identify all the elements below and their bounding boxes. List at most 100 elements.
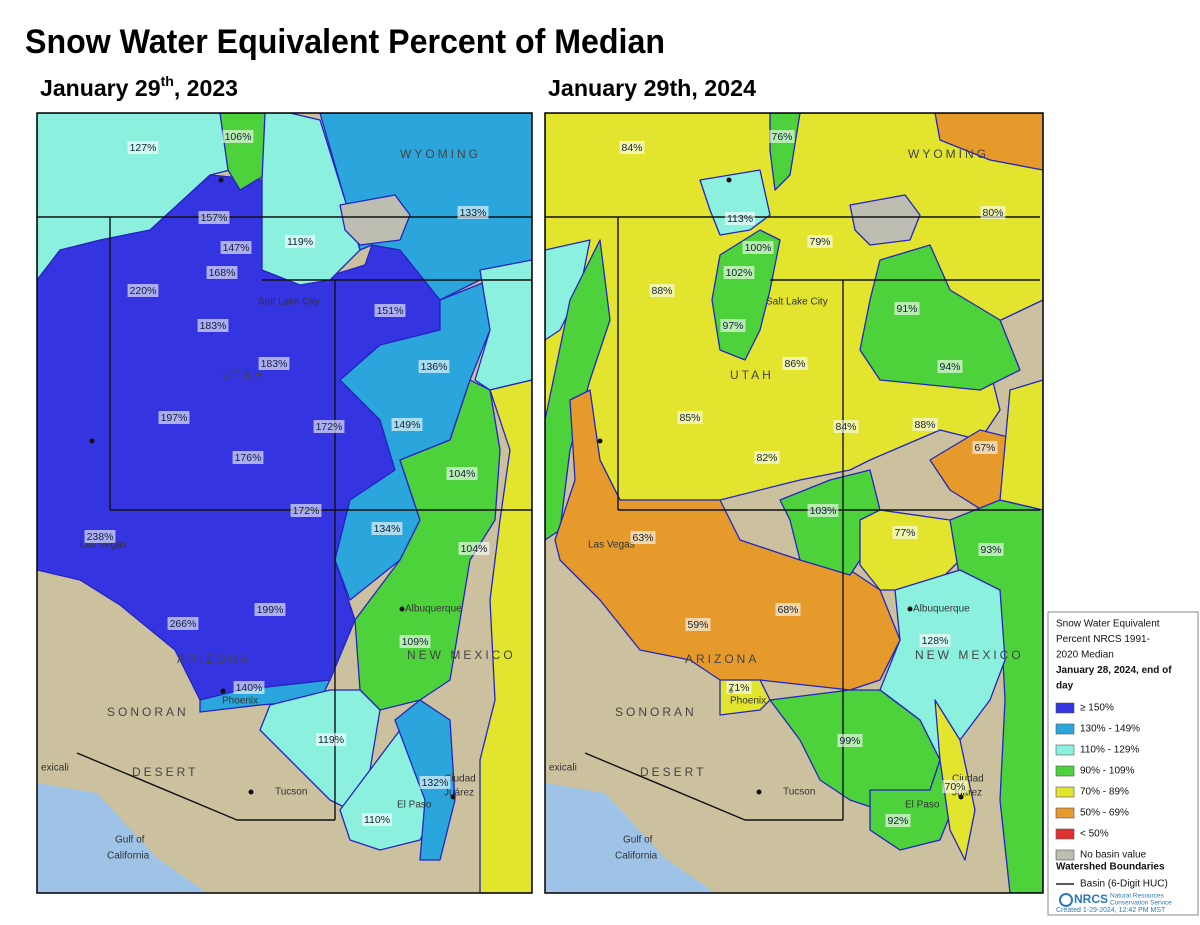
basin-label-bg (84, 530, 116, 543)
legend-swatch (1055, 828, 1075, 840)
place-label: DESERT (132, 765, 198, 779)
basin-label-bg (198, 211, 230, 224)
place-label: Albuquerque (913, 604, 970, 615)
basin-label-bg (313, 420, 345, 433)
legend-swatch (1055, 765, 1075, 777)
legend-swatch (1055, 849, 1075, 861)
water (545, 783, 715, 893)
basin-label-bg (978, 543, 1004, 556)
city-dot (218, 177, 224, 183)
legend-title: January 28, 2024, end of (1056, 665, 1172, 676)
basin-label: 67% (974, 442, 995, 454)
basin-label: 80% (982, 207, 1003, 219)
basin-label-bg (374, 304, 406, 317)
basin-label-bg (894, 302, 920, 315)
logo-mark (1059, 893, 1073, 907)
map-panel: WYOMING Salt Lake City UTAH Las Vegas ARIZON… (545, 113, 1043, 893)
basin-area (354, 379, 501, 711)
basin-label-bg (942, 780, 968, 793)
basin-label: 140% (236, 682, 263, 694)
basin-label-bg (837, 734, 863, 747)
basin-label-bg (807, 235, 833, 248)
place-label: SONORAN (615, 705, 697, 719)
basin-label: 103% (810, 505, 837, 517)
legend-label: Basin (6-Digit HUC) (1080, 879, 1168, 890)
logo-subtext: Conservation Service (1110, 900, 1172, 907)
place-label: exicali (41, 763, 69, 774)
basin-label: 93% (980, 544, 1001, 556)
basin-label: 132% (422, 777, 449, 789)
heading-sup: th (161, 73, 174, 89)
city-dot (450, 794, 456, 800)
place-label: Juárez (444, 788, 474, 799)
basin-label: 84% (621, 142, 642, 154)
basin-label: 168% (209, 267, 236, 279)
basin-label: 266% (170, 618, 197, 630)
title: Snow Water Equivalent Percent of Median (25, 23, 665, 61)
legend-swatch (1055, 807, 1075, 819)
legend-swatch (1055, 744, 1075, 756)
basin-label: 238% (87, 531, 114, 543)
place-label: Tucson (783, 787, 815, 798)
basin-label: 151% (377, 305, 404, 317)
legend-swatch (1055, 786, 1075, 798)
created-note: Created 1-29-2024, 12:42 PM MST (1056, 907, 1166, 914)
basin-label-bg (619, 141, 645, 154)
place-label: Ciudad (444, 774, 476, 785)
basin-label-bg (726, 681, 752, 694)
legend-title: Percent NRCS 1991- (1056, 634, 1150, 645)
city-dot (399, 606, 405, 612)
basin-label-bg (807, 504, 839, 517)
place-label: UTAH (222, 368, 266, 382)
heading-main: January 29 (40, 75, 161, 101)
place-label: WYOMING (908, 147, 989, 161)
basin-label: 82% (756, 452, 777, 464)
state-border (76, 752, 238, 821)
water (37, 783, 207, 893)
basin-label-bg (419, 776, 451, 789)
basin-label-bg (127, 284, 159, 297)
basin-label: 100% (745, 242, 772, 254)
basin-label: 71% (728, 682, 749, 694)
basin-label-bg (418, 360, 450, 373)
place-label: NEW MEXICO (915, 648, 1024, 662)
basin-label-bg (980, 206, 1006, 219)
place-label: Salt Lake City (766, 297, 828, 308)
basin-label-bg (782, 357, 808, 370)
basin-label-bg (919, 634, 951, 647)
place-label: NEW MEXICO (407, 648, 516, 662)
basin-label-bg (258, 357, 290, 370)
basin-label: 136% (421, 361, 448, 373)
city-dot (958, 794, 964, 800)
basin-label: 134% (374, 523, 401, 535)
panel-heading: January 29th, 2023 (40, 73, 238, 101)
basin-label: 220% (130, 285, 157, 297)
basin-label-bg (833, 420, 859, 433)
logo-subtext: Natural Resources (1110, 893, 1165, 900)
legend-label: 90% - 109% (1080, 766, 1135, 777)
basin-label-bg (912, 418, 938, 431)
place-label: SONORAN (107, 705, 189, 719)
basin-label: 97% (722, 320, 743, 332)
basin-label-bg (972, 441, 998, 454)
place-label: Tucson (275, 787, 307, 798)
place-label: DESERT (640, 765, 706, 779)
basin-label: 94% (939, 361, 960, 373)
place-label: WYOMING (400, 147, 481, 161)
basin-label-bg (775, 603, 801, 616)
basin-label: 99% (839, 735, 860, 747)
basin-label: 149% (394, 419, 421, 431)
basin-label-bg (371, 522, 403, 535)
basin-label: 183% (261, 358, 288, 370)
place-label: exicali (549, 763, 577, 774)
basin-label: 128% (922, 635, 949, 647)
basin-label: 133% (460, 207, 487, 219)
basin-label-bg (315, 733, 347, 746)
basin-label: 109% (402, 636, 429, 648)
basin-label: 86% (784, 358, 805, 370)
basin-area (479, 379, 532, 893)
logo-text: NRCS (1074, 892, 1108, 906)
basin-label-bg (233, 681, 265, 694)
place-label: Las Vegas (80, 540, 127, 551)
basin-label: 84% (835, 421, 856, 433)
